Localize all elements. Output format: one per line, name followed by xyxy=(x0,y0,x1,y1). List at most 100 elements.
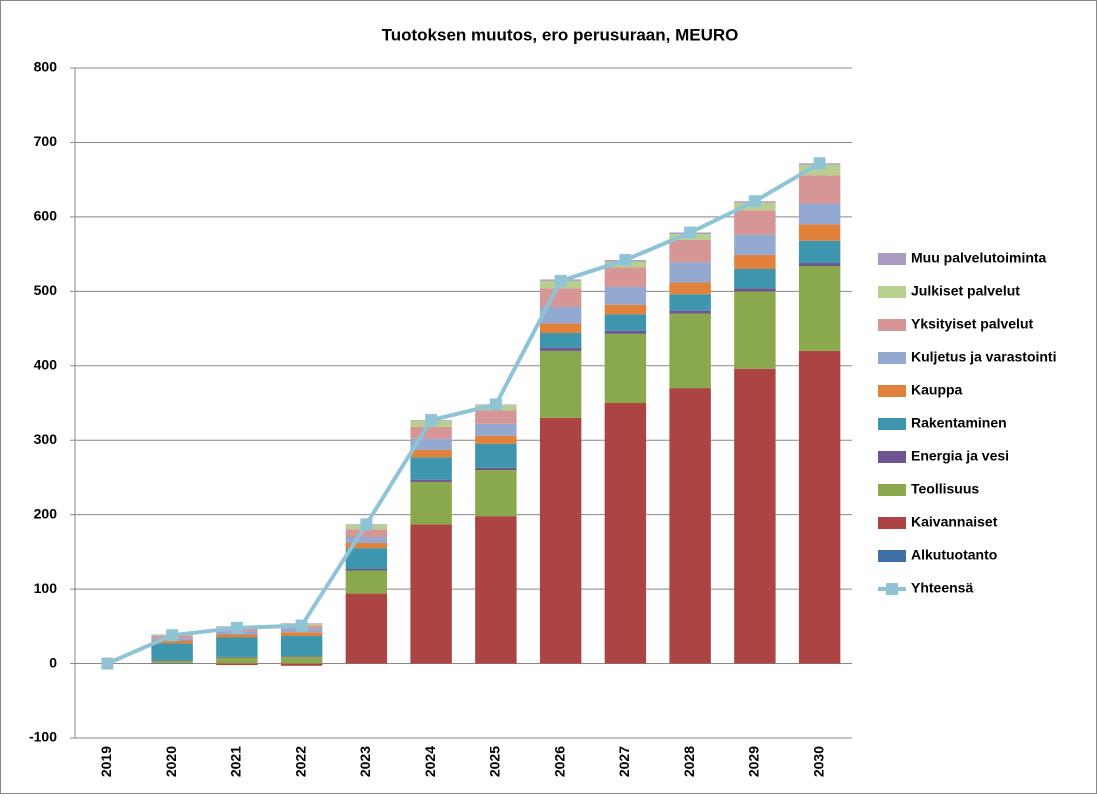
legend-label: Kauppa xyxy=(911,382,963,398)
y-tick-label: 700 xyxy=(34,133,58,149)
legend-label: Teollisuus xyxy=(911,481,979,497)
bar-segment xyxy=(604,403,647,664)
bar-segment xyxy=(798,164,841,176)
bar-segment xyxy=(539,333,582,348)
bar-segment xyxy=(280,656,323,664)
bar-segment xyxy=(410,426,452,439)
total-marker xyxy=(425,414,438,427)
total-marker xyxy=(101,657,114,670)
bar-segment xyxy=(151,643,193,660)
total-line xyxy=(106,161,821,666)
bar-segment xyxy=(604,286,647,305)
bar-segment xyxy=(669,310,711,314)
bar-segment xyxy=(798,266,841,351)
bar-segment xyxy=(734,210,776,235)
total-marker xyxy=(813,157,826,170)
bar-segment xyxy=(345,537,388,543)
bar-segment xyxy=(475,443,517,468)
bar-segment xyxy=(539,288,582,307)
x-tick-label: 2028 xyxy=(681,746,697,777)
y-tick-label: 800 xyxy=(34,59,58,75)
y-tick-label: 600 xyxy=(34,208,58,224)
bar-segment xyxy=(539,417,582,664)
bar-segment xyxy=(345,569,388,571)
bar-segment xyxy=(345,542,388,549)
legend-label: Rakentaminen xyxy=(911,415,1007,431)
total-marker xyxy=(295,619,308,632)
legend-label: Julkiset palvelut xyxy=(911,283,1020,299)
bar-segment xyxy=(151,662,193,664)
total-marker xyxy=(684,226,697,239)
bar-segment xyxy=(798,350,841,664)
bar-segment xyxy=(410,481,452,525)
bar-segment xyxy=(734,234,776,255)
bar-segment xyxy=(669,388,711,664)
total-marker xyxy=(360,518,373,531)
legend-label: Kaivannaiset xyxy=(911,514,998,530)
bar-segment xyxy=(216,634,258,638)
bar-segment xyxy=(475,435,517,444)
legend-label: Alkutuotanto xyxy=(911,547,997,563)
legend-label: Yksityiset palvelut xyxy=(911,316,1034,332)
bar-segment xyxy=(798,240,841,264)
bar-segment xyxy=(734,254,776,269)
bar-segment xyxy=(734,368,776,664)
bar-segment xyxy=(604,304,647,315)
total-marker xyxy=(748,195,761,208)
bar-segment xyxy=(669,294,711,311)
legend-label: Muu palvelutoiminta xyxy=(911,250,1047,266)
bar-segment xyxy=(734,291,776,369)
bar-segment xyxy=(410,438,452,450)
bar-segment xyxy=(475,467,517,470)
bar-segment xyxy=(798,175,841,204)
legend-swatch xyxy=(878,286,906,298)
bar-segment xyxy=(669,282,711,295)
bar-segment xyxy=(216,663,258,666)
bar-segment xyxy=(475,470,517,517)
legend-swatch xyxy=(878,517,906,529)
legend-marker xyxy=(886,583,898,595)
x-tick-label: 2021 xyxy=(228,746,244,777)
bar-segment xyxy=(734,288,776,292)
bar-segment xyxy=(539,323,582,334)
bar-segment xyxy=(151,659,193,661)
x-tick-label: 2026 xyxy=(551,746,567,777)
bar-segment xyxy=(216,656,258,658)
y-tick-label: 100 xyxy=(34,580,58,596)
x-tick-label: 2023 xyxy=(357,746,373,777)
y-tick-label: -100 xyxy=(29,729,57,745)
legend-swatch xyxy=(878,484,906,496)
bar-segment xyxy=(475,410,517,424)
legend-swatch xyxy=(878,385,906,397)
bar-segment xyxy=(410,479,452,482)
bar-segment xyxy=(539,306,582,324)
x-tick-label: 2020 xyxy=(163,746,179,777)
bar-segment xyxy=(345,593,388,664)
legend-label: Kuljetus ja varastointi xyxy=(911,349,1056,365)
bar-segment xyxy=(734,269,776,289)
legend-swatch xyxy=(878,451,906,463)
total-marker xyxy=(489,398,502,411)
x-tick-label: 2024 xyxy=(422,746,438,777)
chart-title: Tuotoksen muutos, ero perusuraan, MEURO xyxy=(382,25,739,44)
legend-label: Yhteensä xyxy=(911,580,973,596)
total-marker xyxy=(554,274,567,287)
bar-segment xyxy=(345,548,388,570)
bar-segment xyxy=(280,663,323,666)
legend-swatch xyxy=(878,253,906,265)
bar-segment xyxy=(798,203,841,225)
bar-segment xyxy=(798,224,841,241)
legend-swatch xyxy=(878,319,906,331)
bar-segment xyxy=(410,524,452,664)
y-tick-label: 0 xyxy=(49,654,57,670)
x-tick-label: 2027 xyxy=(616,746,632,777)
bar-segment xyxy=(475,516,517,664)
bar-segment xyxy=(410,449,452,458)
bar-segment xyxy=(669,262,711,283)
total-marker xyxy=(166,629,179,642)
total-marker xyxy=(230,621,243,634)
bar-segment xyxy=(410,457,452,480)
bar-segment xyxy=(604,314,647,331)
bar-segment xyxy=(151,660,193,663)
